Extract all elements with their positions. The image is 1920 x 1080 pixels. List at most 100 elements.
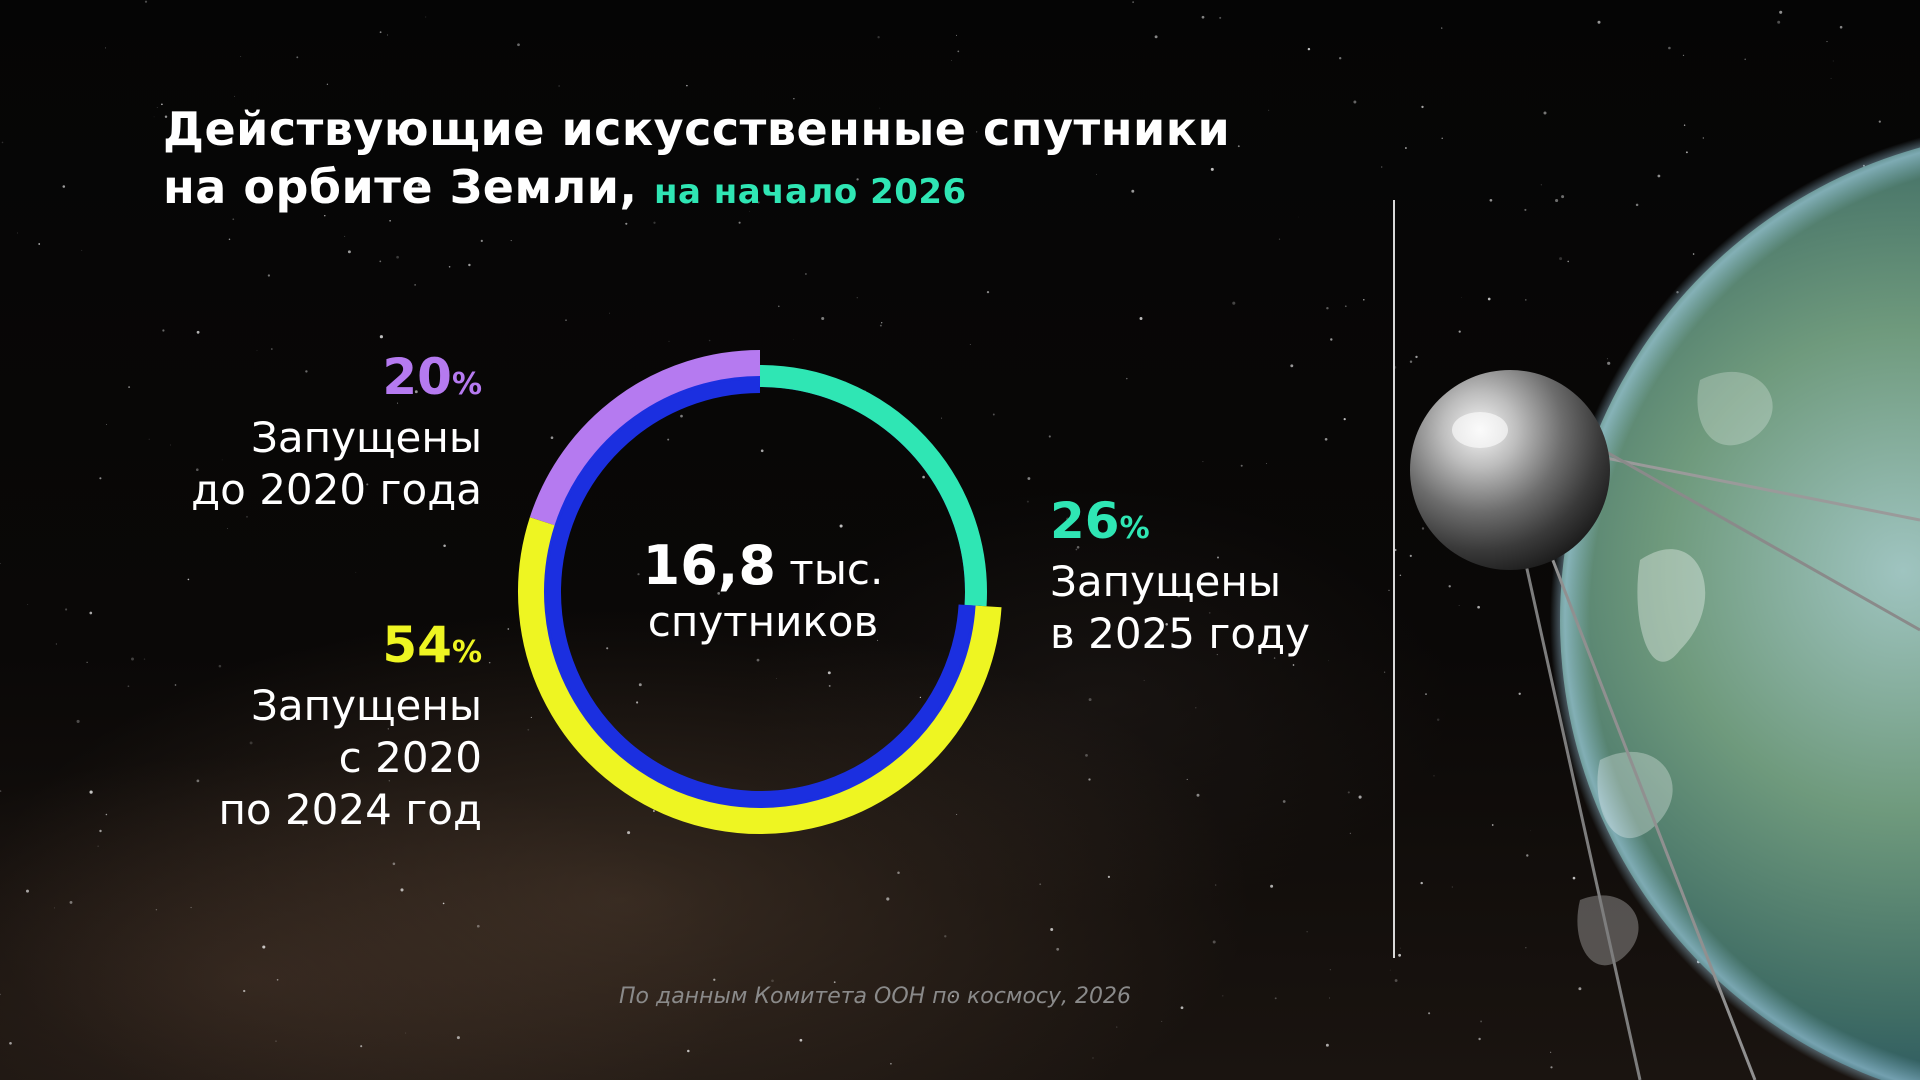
star [1543, 111, 1547, 115]
star [1330, 338, 1333, 341]
star [606, 647, 609, 650]
star [1353, 100, 1357, 104]
star [550, 436, 554, 440]
title-line-2: на орбите Земли, на начало 2026 [163, 158, 1363, 221]
star [1201, 15, 1205, 19]
star [778, 305, 780, 308]
star [366, 483, 369, 486]
star [153, 116, 155, 118]
star [652, 810, 655, 812]
star [397, 402, 399, 404]
star [956, 814, 958, 815]
star [69, 900, 73, 904]
total-unit: тыс. [789, 545, 884, 594]
star [951, 60, 952, 61]
star [1306, 931, 1308, 933]
star [708, 339, 711, 342]
star [1212, 940, 1216, 944]
star [1282, 800, 1286, 803]
star [1056, 947, 1060, 951]
star [302, 797, 304, 799]
star [1266, 463, 1267, 464]
star [1027, 477, 1031, 480]
star [1394, 979, 1398, 982]
star [156, 107, 158, 109]
star [155, 909, 158, 911]
pct-2025-value: 26 [1050, 492, 1120, 550]
star [1525, 947, 1527, 949]
star [1409, 554, 1412, 558]
star [170, 444, 172, 446]
star [468, 263, 471, 267]
pct-before-2020-value: 20 [382, 348, 452, 406]
star [1489, 198, 1493, 202]
star [1683, 124, 1686, 126]
total-value: 16,8 [642, 534, 776, 597]
pct-2025-sign: % [1119, 511, 1150, 546]
star [1480, 1020, 1483, 1023]
star [833, 981, 836, 984]
star [1131, 189, 1135, 193]
star [456, 1036, 460, 1040]
star [262, 945, 266, 949]
star [234, 95, 236, 97]
star [1428, 1012, 1431, 1015]
star [396, 255, 399, 259]
star [227, 528, 228, 529]
star [256, 350, 258, 351]
star [1420, 881, 1423, 885]
star [148, 438, 150, 440]
star [1070, 641, 1072, 643]
star [527, 728, 530, 731]
star [174, 684, 177, 686]
star [881, 322, 883, 324]
star [713, 978, 716, 981]
star [941, 417, 943, 419]
star [1779, 10, 1783, 14]
donut-inner-ring-overlay [547, 379, 973, 805]
star [821, 316, 825, 321]
star [1744, 58, 1746, 61]
star [86, 661, 88, 663]
star [877, 36, 880, 39]
star [879, 107, 881, 109]
star [1066, 517, 1070, 521]
star [1154, 35, 1158, 39]
star [1398, 953, 1401, 957]
star [1451, 886, 1453, 888]
star [1033, 134, 1036, 138]
star [259, 125, 261, 128]
star [1050, 928, 1054, 931]
star [65, 608, 68, 611]
star [1487, 297, 1491, 301]
star [1524, 208, 1527, 211]
label-2020-2024: 54% Запущены с 2020 по 2024 год [62, 618, 482, 836]
star [270, 348, 273, 350]
star [760, 449, 764, 453]
star [1307, 47, 1311, 51]
star [1292, 664, 1295, 666]
star [105, 813, 108, 816]
star [1635, 203, 1639, 207]
star [558, 85, 560, 87]
star [804, 273, 807, 275]
star [1458, 605, 1460, 606]
star [625, 222, 628, 225]
star [218, 184, 220, 186]
star [1421, 105, 1424, 109]
star [1215, 884, 1217, 886]
star [1441, 137, 1443, 140]
slice-2020-2024 [518, 517, 1002, 834]
pct-2025: 26% [1050, 494, 1380, 556]
star [97, 845, 99, 847]
star [976, 131, 978, 133]
star [1421, 527, 1425, 530]
star [1685, 151, 1688, 154]
star [218, 664, 222, 668]
title-line-1: Действующие искусственные спутники [163, 102, 1231, 156]
label-2020-2024-line3: по 2024 год [218, 785, 482, 834]
star [738, 221, 741, 224]
star [221, 459, 223, 461]
star [326, 83, 329, 85]
